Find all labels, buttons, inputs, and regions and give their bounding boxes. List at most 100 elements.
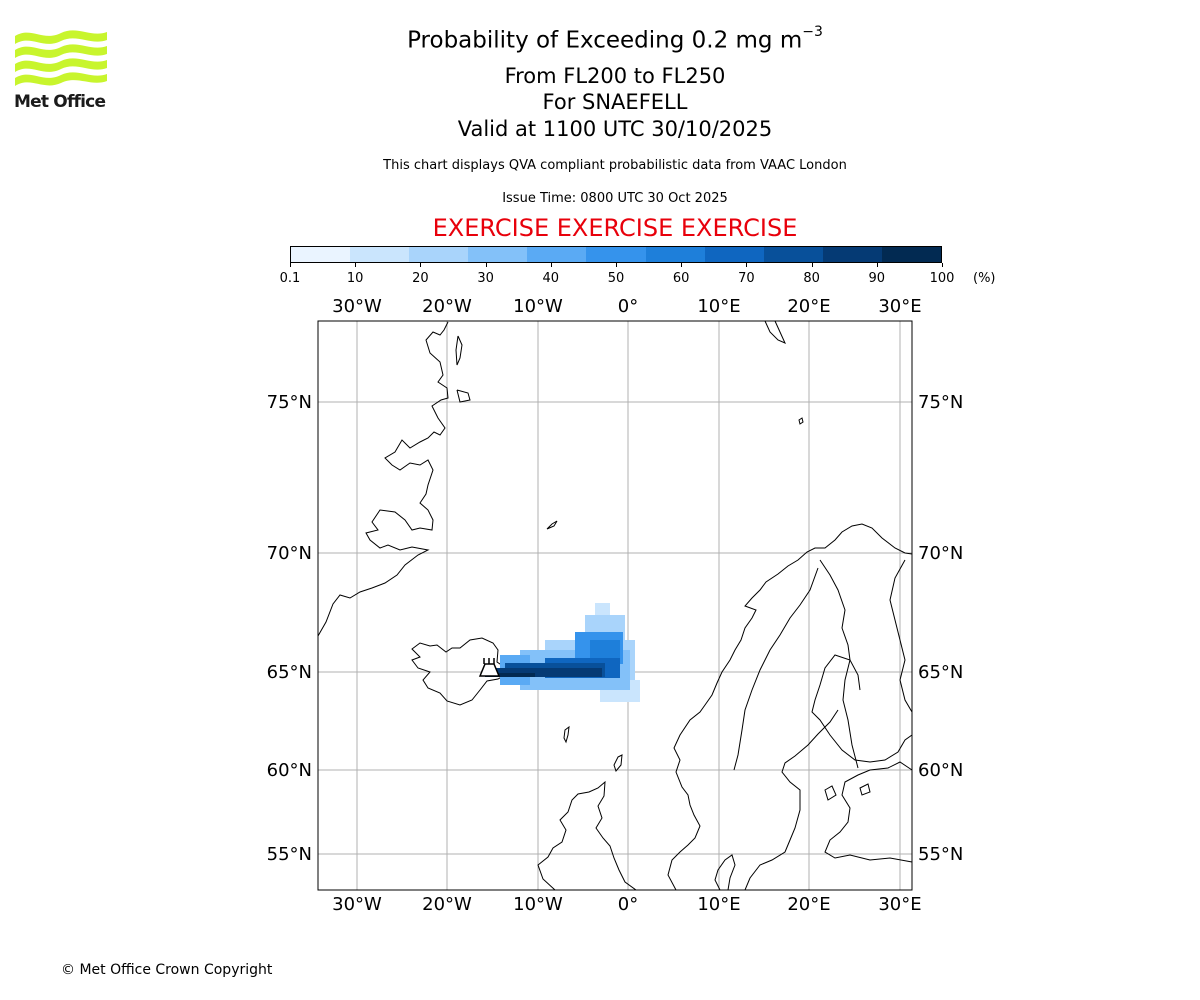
colorbar	[290, 246, 942, 263]
subtitle-valid-time: Valid at 1100 UTC 30/10/2025	[457, 117, 773, 141]
latitude-labels-right: 75°N 70°N 65°N 60°N 55°N	[918, 392, 963, 865]
colorbar-tick-mark	[420, 263, 422, 267]
colorbar-segment	[291, 247, 351, 262]
lon-label: 10°W	[513, 296, 563, 317]
colorbar-segment	[527, 247, 587, 262]
lon-label: 30°E	[878, 296, 921, 317]
volcano-marker	[478, 658, 501, 677]
colorbar-tick-label: 10	[346, 271, 364, 286]
lon-label: 30°E	[878, 894, 921, 915]
baltic-states	[824, 761, 913, 863]
lat-label: 55°N	[918, 844, 963, 865]
bear-island	[798, 417, 804, 425]
colorbar-segment	[881, 247, 942, 262]
finland-coast	[811, 654, 913, 763]
colorbar-tick-mark	[681, 263, 683, 267]
colorbar-unit: (%)	[973, 271, 996, 286]
colorbar-segment	[645, 247, 705, 262]
description-text: This chart displays QVA compliant probab…	[383, 158, 847, 173]
lon-label: 20°E	[787, 296, 830, 317]
latitude-labels-left: 75°N 70°N 65°N 60°N 55°N	[267, 392, 312, 865]
colorbar-segment	[704, 247, 764, 262]
lat-label: 65°N	[267, 662, 312, 683]
ash-probability-plume	[485, 603, 640, 702]
map-background	[318, 321, 912, 890]
lon-label: 30°W	[332, 894, 382, 915]
colorbar-tick-mark	[876, 263, 878, 267]
colorbar-tick-mark	[616, 263, 617, 267]
greenland-coast-detail	[455, 335, 471, 403]
colorbar-tick-mark	[485, 263, 487, 267]
shetland	[613, 754, 623, 773]
colorbar-segment	[586, 247, 646, 262]
plume-cell	[492, 668, 602, 677]
baltic-islands	[824, 783, 871, 801]
colorbar-tick-mark	[746, 263, 748, 267]
lat-label: 70°N	[918, 543, 963, 564]
scandinavia-coast	[667, 523, 913, 891]
colorbar-tick-label: 50	[607, 271, 625, 286]
lon-label: 30°W	[332, 296, 382, 317]
lon-label: 20°E	[787, 894, 830, 915]
colorbar-segment	[350, 247, 410, 262]
colorbar-tick-label: 40	[542, 271, 560, 286]
graticule	[318, 321, 912, 890]
subtitle-volcano: For SNAEFELL	[542, 90, 688, 114]
lat-label: 60°N	[267, 760, 312, 781]
colorbar-tick-label: 90	[868, 271, 886, 286]
colorbar-tick-label: 20	[412, 271, 429, 286]
longitude-labels-bottom: 30°W 20°W 10°W 0° 10°E 20°E 30°E	[332, 894, 921, 915]
lon-label: 10°W	[513, 894, 563, 915]
colorbar-tick-label: 0.1	[279, 271, 301, 286]
jan-mayen	[546, 520, 558, 530]
exercise-banner: EXERCISE EXERCISE EXERCISE	[432, 214, 798, 242]
colorbar-tick-mark	[550, 263, 552, 267]
greenland-coast	[317, 321, 449, 637]
svalbard-edge	[764, 320, 786, 344]
plume-cell	[485, 673, 535, 677]
title-main: Probability of Exceeding 0.2 mg m	[407, 27, 803, 54]
colorbar-segment	[468, 247, 528, 262]
lat-label: 60°N	[918, 760, 963, 781]
lat-label: 75°N	[267, 392, 312, 413]
colorbar-segment	[763, 247, 823, 262]
lat-label: 70°N	[267, 543, 312, 564]
lon-label: 10°E	[697, 894, 740, 915]
lat-label: 65°N	[918, 662, 963, 683]
met-office-logo	[15, 30, 107, 86]
lon-label: 0°	[618, 296, 638, 317]
colorbar-tick-mark	[355, 263, 357, 267]
colorbar-tick-label: 70	[738, 271, 755, 286]
colorbar-tick-mark	[290, 263, 291, 267]
logo-text: Met Office	[14, 92, 106, 112]
colorbar-segment	[822, 247, 882, 262]
volcano-plume-icon	[483, 658, 495, 664]
lat-label: 75°N	[918, 392, 963, 413]
colorbar-tick-label: 80	[803, 271, 820, 286]
colorbar-tick-mark	[811, 263, 813, 267]
faroe-islands	[563, 725, 570, 744]
colorbar-tick-label: 30	[477, 271, 494, 286]
lon-label: 10°E	[697, 296, 740, 317]
lat-label: 55°N	[267, 844, 312, 865]
copyright-notice: © Met Office Crown Copyright	[61, 962, 273, 978]
lon-label: 20°W	[422, 296, 472, 317]
longitude-labels-top: 30°W 20°W 10°W 0° 10°E 20°E 30°E	[332, 296, 921, 317]
title-exponent: −3	[802, 24, 823, 40]
colorbar-tick-mark	[942, 263, 943, 267]
chart-title: Probability of Exceeding 0.2 mg m−3	[0, 24, 1200, 54]
sweden-coast	[744, 709, 839, 891]
map-frame	[317, 320, 913, 891]
lon-label: 0°	[618, 894, 638, 915]
scotland-coast	[537, 780, 637, 891]
denmark-coast	[714, 854, 736, 891]
issue-time: Issue Time: 0800 UTC 30 Oct 2025	[502, 191, 728, 206]
colorbar-segment	[409, 247, 469, 262]
norway-sweden-border	[733, 567, 819, 771]
subtitle-levels: From FL200 to FL250	[504, 64, 726, 88]
colorbar-tick-label: 100	[929, 271, 955, 286]
sweden-finland-border	[819, 559, 859, 769]
lon-label: 20°W	[422, 894, 472, 915]
finland-east	[889, 559, 913, 713]
